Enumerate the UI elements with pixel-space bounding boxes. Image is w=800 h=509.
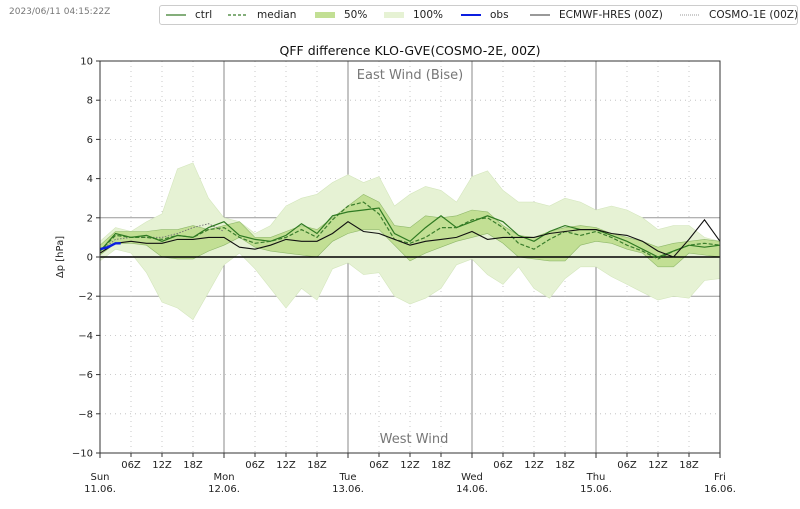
x-tick-label: 18Z: [431, 460, 451, 471]
date-label: 13.06.: [332, 484, 364, 495]
legend-item-cosmo1e: COSMO-1E (00Z): [680, 6, 798, 24]
legend-label-cosmo1e: COSMO-1E (00Z): [709, 9, 799, 21]
legend: ctrl median 50% 100% obs ECMWF-HRES (00Z…: [159, 5, 798, 25]
x-tick-label: 18Z: [555, 460, 575, 471]
legend-swatch-ctrl: [166, 14, 186, 16]
legend-swatch-obs: [461, 14, 481, 16]
legend-item-median: median: [228, 6, 296, 24]
y-tick-label: −2: [78, 292, 93, 303]
series-ctrl: [99, 207, 721, 258]
y-tick-label: 4: [87, 174, 93, 185]
date-label: 15.06.: [580, 484, 612, 495]
annotation-east-wind: East Wind (Bise): [357, 68, 463, 83]
series-lines: [99, 201, 721, 260]
x-tick-label: 06Z: [121, 460, 141, 471]
x-tick-label: 06Z: [493, 460, 513, 471]
x-tick-label: 06Z: [369, 460, 389, 471]
timestamp: 2023/06/11 04:15:22Z: [9, 7, 111, 17]
day-label: Fri: [714, 472, 726, 483]
legend-label-50pct: 50%: [344, 9, 368, 21]
day-label: Wed: [461, 472, 483, 483]
legend-swatch-median: [228, 14, 248, 16]
day-label: Thu: [586, 472, 606, 483]
y-tick-label: −8: [78, 409, 93, 420]
chart-title: QFF difference KLO-GVE(COSMO-2E, 00Z): [280, 43, 541, 58]
series-ecmwf-hres: [99, 218, 721, 258]
date-label: 16.06.: [704, 484, 736, 495]
legend-item-ctrl: ctrl: [166, 6, 212, 24]
axes: 10 8 6 4 2 0 −2 −4 −6 −8 −10 06Z 12Z 18Z 06Z 12Z 18Z 06Z 1…: [72, 57, 736, 496]
day-label: Sun: [90, 472, 109, 483]
date-label: 14.06.: [456, 484, 488, 495]
y-tick-label: −6: [78, 370, 93, 381]
legend-swatch-100pct: [384, 12, 404, 18]
x-tick-label: 18Z: [183, 460, 203, 471]
x-tick-label: 18Z: [679, 460, 699, 471]
legend-swatch-50pct: [315, 12, 335, 18]
legend-item-ecmwf: ECMWF-HRES (00Z): [530, 6, 663, 24]
y-axis-label: Δp [hPa]: [55, 236, 66, 278]
legend-item-100pct: 100%: [384, 6, 443, 24]
day-label: Mon: [213, 472, 234, 483]
y-tick-label: −4: [78, 331, 93, 342]
legend-label-ctrl: ctrl: [195, 9, 213, 21]
x-tick-label: 06Z: [617, 460, 637, 471]
series-obs: [99, 242, 121, 251]
y-tick-label: 8: [87, 96, 93, 107]
legend-swatch-ecmwf: [530, 14, 550, 16]
legend-item-obs: obs: [461, 6, 509, 24]
day-label: Tue: [338, 472, 356, 483]
legend-item-50pct: 50%: [315, 6, 367, 24]
x-tick-label: 18Z: [307, 460, 327, 471]
x-tick-label: 12Z: [524, 460, 544, 471]
annotation-west-wind: West Wind: [380, 432, 449, 447]
legend-label-obs: obs: [490, 9, 509, 21]
x-tick-label: 06Z: [245, 460, 265, 471]
x-tick-label: 12Z: [152, 460, 172, 471]
y-tick-label: 10: [80, 57, 93, 68]
x-tick-label: 12Z: [276, 460, 296, 471]
date-label: 11.06.: [84, 484, 116, 495]
y-tick-label: −10: [72, 449, 93, 460]
y-tick-label: 6: [87, 135, 93, 146]
series-median: [99, 201, 721, 260]
date-label: 12.06.: [208, 484, 240, 495]
y-tick-label: 0: [87, 253, 93, 264]
legend-label-median: median: [257, 9, 297, 21]
y-tick-label: 2: [87, 213, 93, 224]
legend-swatch-cosmo1e: [680, 14, 700, 16]
legend-label-ecmwf: ECMWF-HRES (00Z): [559, 9, 663, 21]
legend-label-100pct: 100%: [413, 9, 444, 21]
x-tick-label: 12Z: [400, 460, 420, 471]
series-cosmo1e: [99, 223, 225, 252]
x-tick-label: 12Z: [648, 460, 668, 471]
